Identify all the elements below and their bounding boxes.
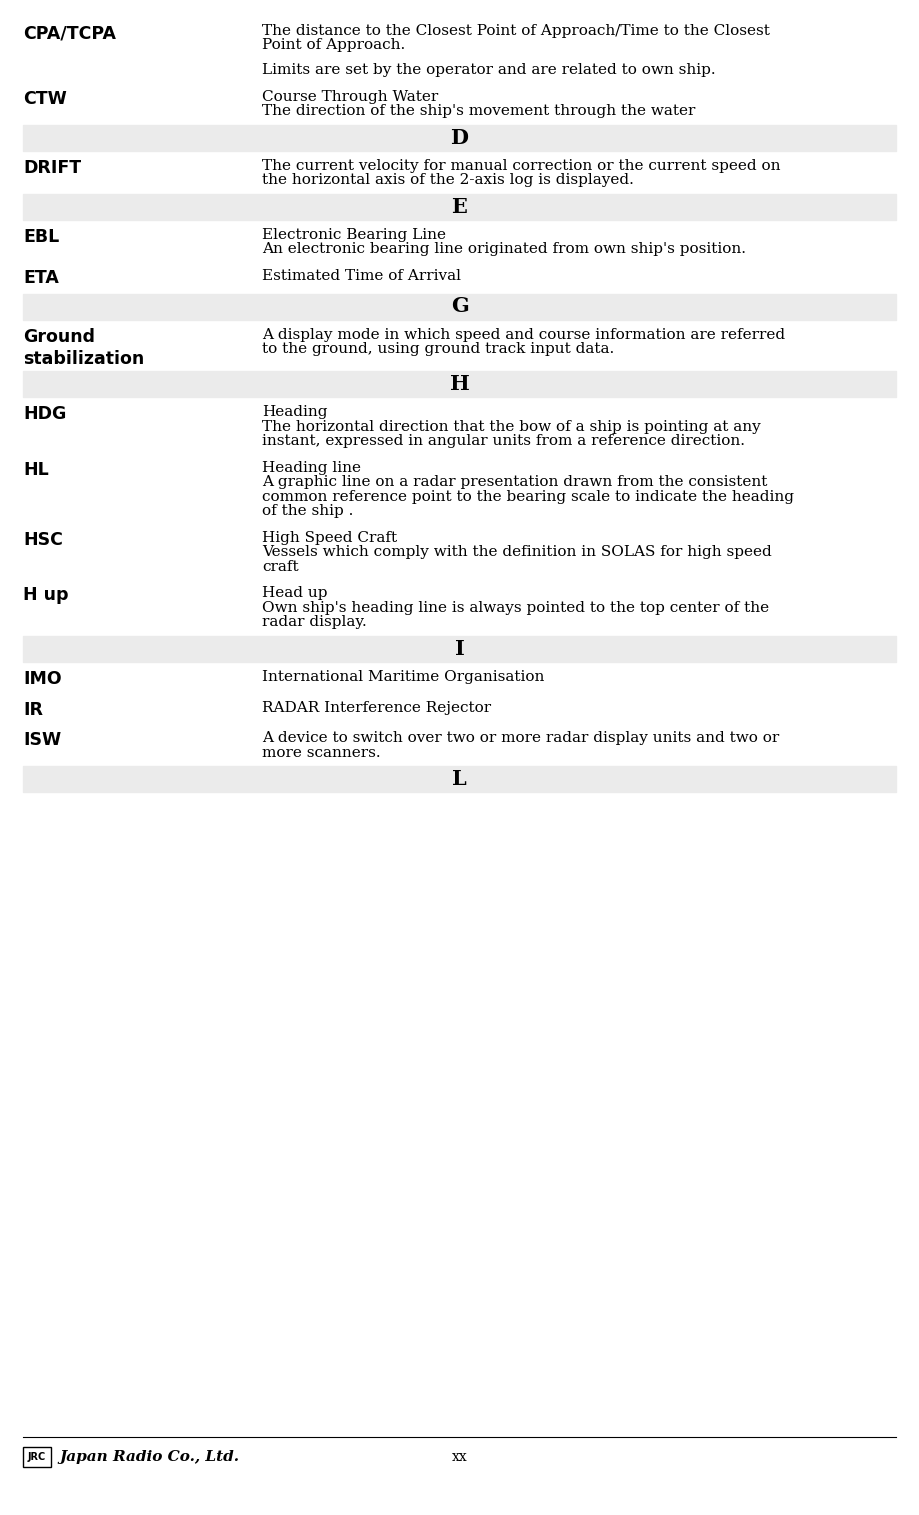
Bar xyxy=(23,636,896,662)
Text: The distance to the Closest Point of Approach/Time to the Closest: The distance to the Closest Point of App… xyxy=(262,24,770,38)
Text: ISW: ISW xyxy=(23,732,61,750)
Text: Heading: Heading xyxy=(262,405,327,420)
Text: to the ground, using ground track input data.: to the ground, using ground track input … xyxy=(262,342,614,356)
Text: Ground
stabilization: Ground stabilization xyxy=(23,327,144,368)
Text: HDG: HDG xyxy=(23,405,66,423)
Text: the horizontal axis of the 2-axis log is displayed.: the horizontal axis of the 2-axis log is… xyxy=(262,173,634,188)
Bar xyxy=(23,294,896,320)
Text: The current velocity for manual correction or the current speed on: The current velocity for manual correcti… xyxy=(262,159,780,173)
Text: E: E xyxy=(451,197,468,217)
Text: The horizontal direction that the bow of a ship is pointing at any: The horizontal direction that the bow of… xyxy=(262,420,761,433)
Text: High Speed Craft: High Speed Craft xyxy=(262,530,397,545)
Text: IR: IR xyxy=(23,700,43,718)
Text: A graphic line on a radar presentation drawn from the consistent: A graphic line on a radar presentation d… xyxy=(262,476,767,489)
Text: RADAR Interference Rejector: RADAR Interference Rejector xyxy=(262,700,491,715)
Bar xyxy=(23,767,896,792)
Text: instant, expressed in angular units from a reference direction.: instant, expressed in angular units from… xyxy=(262,435,745,448)
Text: Vessels which comply with the definition in SOLAS for high speed: Vessels which comply with the definition… xyxy=(262,545,772,559)
Text: xx: xx xyxy=(451,1450,468,1463)
Text: more scanners.: more scanners. xyxy=(262,745,380,761)
Text: The direction of the ship's movement through the water: The direction of the ship's movement thr… xyxy=(262,105,696,118)
Text: Head up: Head up xyxy=(262,586,327,600)
Text: Heading line: Heading line xyxy=(262,461,361,474)
Text: Course Through Water: Course Through Water xyxy=(262,89,438,103)
Text: An electronic bearing line originated from own ship's position.: An electronic bearing line originated fr… xyxy=(262,242,746,256)
Text: A display mode in which speed and course information are referred: A display mode in which speed and course… xyxy=(262,327,785,341)
Bar xyxy=(23,1447,51,1467)
Text: of the ship .: of the ship . xyxy=(262,504,353,518)
Text: I: I xyxy=(455,639,464,659)
Text: JRC: JRC xyxy=(28,1451,46,1462)
Text: H up: H up xyxy=(23,586,69,604)
Text: EBL: EBL xyxy=(23,227,59,245)
Text: HL: HL xyxy=(23,461,49,479)
Text: Own ship's heading line is always pointed to the top center of the: Own ship's heading line is always pointe… xyxy=(262,601,769,615)
Text: DRIFT: DRIFT xyxy=(23,159,81,177)
Text: International Maritime Organisation: International Maritime Organisation xyxy=(262,670,544,683)
Text: CPA/TCPA: CPA/TCPA xyxy=(23,24,116,42)
Text: G: G xyxy=(450,297,469,317)
Text: Point of Approach.: Point of Approach. xyxy=(262,38,405,53)
Text: Electronic Bearing Line: Electronic Bearing Line xyxy=(262,227,446,242)
Text: craft: craft xyxy=(262,559,299,574)
Bar xyxy=(23,194,896,220)
Bar xyxy=(23,371,896,397)
Text: common reference point to the bearing scale to indicate the heading: common reference point to the bearing sc… xyxy=(262,489,794,503)
Text: IMO: IMO xyxy=(23,670,62,688)
Text: Limits are set by the operator and are related to own ship.: Limits are set by the operator and are r… xyxy=(262,64,716,77)
Text: radar display.: radar display. xyxy=(262,615,367,629)
Text: H: H xyxy=(449,374,470,394)
Text: Estimated Time of Arrival: Estimated Time of Arrival xyxy=(262,268,461,283)
Text: L: L xyxy=(452,770,467,789)
Text: A device to switch over two or more radar display units and two or: A device to switch over two or more rada… xyxy=(262,732,779,745)
Text: ETA: ETA xyxy=(23,268,59,286)
Bar xyxy=(23,124,896,150)
Text: Japan Radio Co., Ltd.: Japan Radio Co., Ltd. xyxy=(59,1450,239,1463)
Text: CTW: CTW xyxy=(23,89,67,108)
Text: D: D xyxy=(450,127,469,147)
Text: HSC: HSC xyxy=(23,530,62,548)
